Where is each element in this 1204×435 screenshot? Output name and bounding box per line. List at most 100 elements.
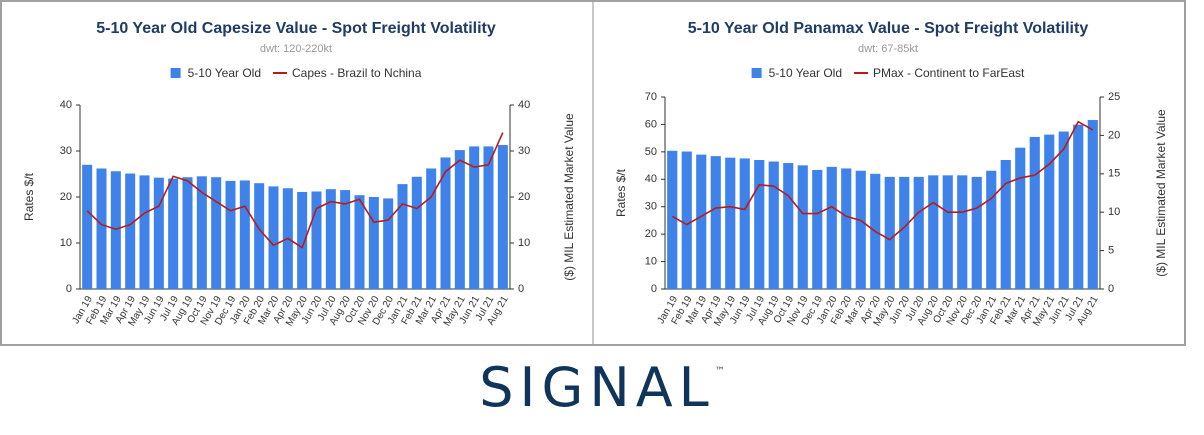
chart-subtitle: dwt: 120-220kt	[260, 43, 332, 55]
y-axis-label: Rates $/t	[614, 168, 628, 217]
bar	[139, 175, 150, 289]
bar	[1058, 131, 1069, 289]
bar	[855, 170, 866, 289]
legend-label: Capes - Brazil to Nchina	[292, 66, 422, 80]
y2-tick-label: 20	[518, 191, 530, 203]
chart-subtitle: dwt: 67-85kt	[858, 43, 918, 55]
bar	[1087, 120, 1098, 289]
bar	[1044, 134, 1055, 289]
y2-tick-label: 25	[1108, 91, 1120, 103]
bar	[239, 180, 250, 289]
bar	[368, 197, 379, 289]
bar	[681, 151, 692, 289]
y-tick-label: 40	[60, 99, 72, 111]
y2-tick-label: 0	[1108, 283, 1114, 295]
legend-label: 5-10 Year Old	[769, 66, 842, 80]
y-tick-label: 30	[645, 201, 657, 213]
bar	[739, 158, 750, 289]
bar	[884, 176, 895, 289]
legend-swatch	[170, 68, 181, 78]
y-tick-label: 20	[645, 228, 657, 240]
line	[86, 132, 504, 249]
bar	[667, 150, 678, 289]
y-tick-label: 40	[645, 173, 657, 185]
logo-mark: ™	[714, 366, 725, 377]
bar	[957, 175, 968, 289]
y2-tick-label: 10	[518, 237, 530, 249]
bar	[797, 165, 808, 289]
chart-title: 5-10 Year Old Panamax Value - Spot Freig…	[688, 20, 1089, 37]
bar	[1029, 136, 1040, 289]
bar	[325, 189, 336, 289]
bar	[725, 157, 736, 289]
bar	[110, 171, 121, 289]
bar	[440, 157, 451, 289]
bar	[397, 184, 408, 289]
y-tick-label: 10	[60, 237, 72, 249]
bar	[254, 183, 265, 289]
y2-tick-label: 20	[1108, 129, 1120, 141]
y-tick-label: 30	[60, 145, 72, 157]
y-tick-label: 0	[66, 283, 72, 295]
bar	[942, 175, 953, 289]
y2-tick-label: 40	[518, 99, 530, 111]
panel: 5-10 Year Old Panamax Value - Spot Freig…	[592, 2, 1184, 344]
y2-tick-label: 15	[1108, 168, 1120, 180]
y2-tick-label: 0	[518, 283, 524, 295]
bar	[1073, 124, 1084, 289]
chart: 5-10 Year Old Capesize Value - Spot Frei…	[22, 20, 576, 328]
line	[671, 120, 1094, 241]
bar	[841, 168, 852, 289]
bar	[783, 163, 794, 289]
legend-label: 5-10 Year Old	[188, 66, 261, 80]
y-tick-label: 0	[651, 283, 657, 295]
bar	[826, 166, 837, 289]
bar	[311, 191, 322, 289]
bar	[383, 198, 394, 289]
y-tick-label: 20	[60, 191, 72, 203]
y-axis-label: Rates $/t	[22, 172, 36, 221]
bar	[354, 195, 365, 289]
logo-text: SIGNAL	[479, 356, 715, 419]
legend: 5-10 Year Old Capes - Brazil to Nchina	[170, 66, 422, 80]
bar	[340, 190, 351, 289]
y2-tick-label: 10	[1108, 206, 1120, 218]
legend-label: PMax - Continent to FarEast	[873, 66, 1025, 80]
bar	[225, 180, 236, 289]
bar	[411, 176, 422, 289]
bar	[268, 186, 279, 289]
bar	[768, 161, 779, 289]
bar	[710, 156, 721, 289]
y2-tick-label: 5	[1108, 245, 1114, 257]
bar	[196, 176, 207, 289]
legend: 5-10 Year Old PMax - Continent to FarEast	[751, 66, 1025, 80]
bar	[454, 150, 465, 289]
bar	[899, 176, 910, 289]
y-tick-label: 60	[645, 118, 657, 130]
legend-swatch	[751, 68, 762, 78]
bar	[497, 145, 508, 289]
bar	[211, 177, 222, 289]
y2-axis-label: ($) MIL Estimated Market Value	[562, 113, 576, 281]
y-tick-label: 70	[645, 91, 657, 103]
bar	[754, 159, 765, 289]
bar	[986, 170, 997, 289]
bar	[82, 164, 93, 289]
y2-axis-label: ($) MIL Estimated Market Value	[1154, 109, 1168, 277]
panel: 5-10 Year Old Capesize Value - Spot Frei…	[2, 2, 592, 344]
y-tick-label: 50	[645, 146, 657, 158]
bar	[913, 176, 924, 289]
chart: 5-10 Year Old Panamax Value - Spot Freig…	[614, 20, 1168, 328]
bar	[696, 154, 707, 289]
bar	[1000, 159, 1011, 289]
bar	[96, 168, 107, 289]
charts: 5-10 Year Old Capesize Value - Spot Frei…	[0, 0, 1186, 346]
bar	[971, 176, 982, 289]
logo: SIGNAL™	[0, 356, 1204, 419]
bar	[297, 191, 308, 289]
bar	[125, 173, 136, 289]
y2-tick-label: 30	[518, 145, 530, 157]
bar	[469, 146, 480, 289]
bar	[928, 175, 939, 289]
